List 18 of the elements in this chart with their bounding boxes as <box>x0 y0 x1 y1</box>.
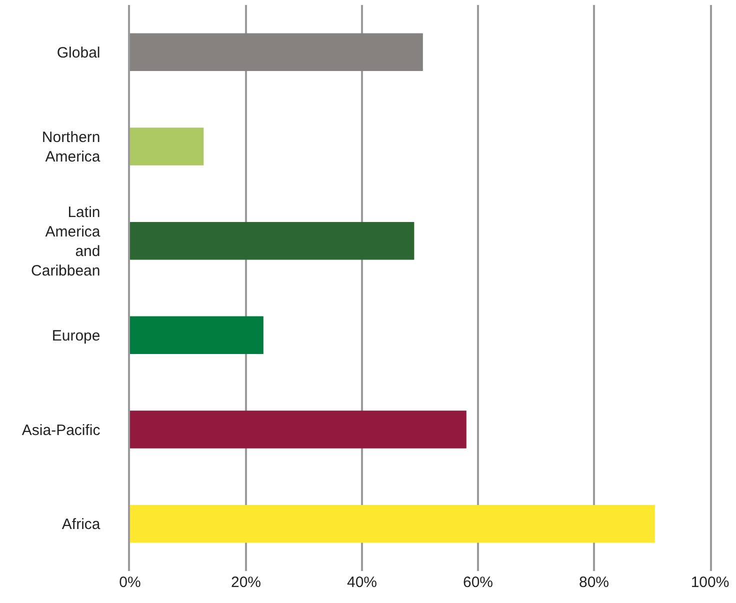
bar <box>130 316 264 354</box>
y-tick-label: Northern America <box>42 129 101 166</box>
bar <box>130 128 204 166</box>
x-tick-label: 60% <box>462 574 494 591</box>
y-tick-label: Europe <box>52 327 100 344</box>
y-tick-label: Asia-Pacific <box>22 422 101 439</box>
y-tick-label: Latin America and Caribbean <box>31 204 101 280</box>
x-tick-label: 0% <box>119 574 141 591</box>
bar <box>130 504 655 543</box>
x-tick-label: 80% <box>578 574 610 591</box>
bar <box>130 33 423 72</box>
x-tick-label: 20% <box>230 574 262 591</box>
bar <box>130 410 466 448</box>
y-tick-label: Africa <box>62 516 101 534</box>
x-tick-label: 100% <box>690 574 730 591</box>
bar <box>130 222 414 260</box>
x-tick-label: 40% <box>346 574 378 591</box>
y-tick-label: Global <box>56 44 100 62</box>
